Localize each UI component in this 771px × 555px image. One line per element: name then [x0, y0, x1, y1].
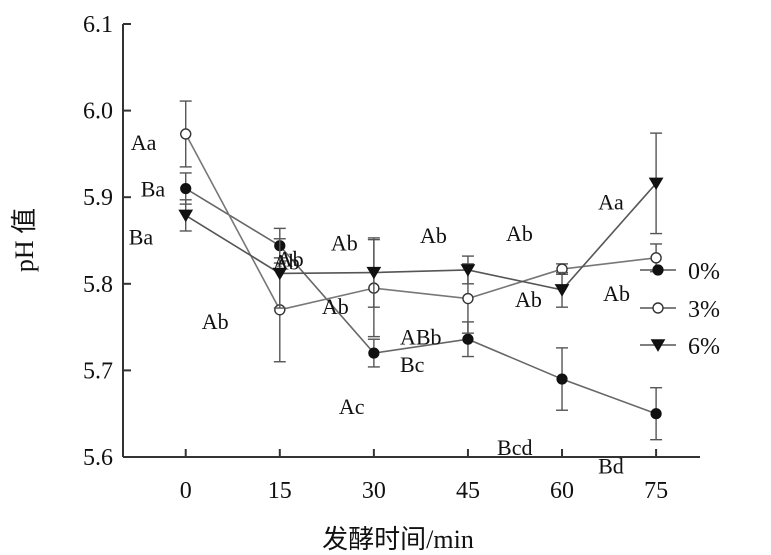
legend-label: 6%: [688, 334, 720, 360]
significance-letter: Ab: [506, 221, 533, 246]
data-point: [180, 128, 192, 140]
significance-letter: Aa: [598, 189, 624, 214]
data-point: [462, 333, 474, 345]
x-tick-label: 45: [456, 478, 480, 504]
x-tick-label: 75: [644, 478, 668, 504]
legend-label: 0%: [688, 259, 720, 285]
significance-letter: Ab: [603, 281, 630, 306]
data-point: [650, 408, 662, 420]
data-point: [556, 373, 568, 385]
y-axis-title: pH 值: [10, 208, 39, 272]
significance-letter: ABb: [400, 325, 442, 350]
x-tick-label: 30: [362, 478, 386, 504]
significance-letter: Ab: [277, 246, 304, 271]
chart-legend: 0% 3% 6%: [640, 259, 720, 360]
series-2: [178, 132, 664, 309]
data-point: [272, 267, 288, 281]
significance-letter: Ab: [202, 309, 229, 334]
y-tick-label: 5.7: [83, 358, 113, 384]
chart-series: [178, 100, 664, 441]
x-tick-label: 60: [550, 478, 574, 504]
series-0: [179, 172, 663, 441]
legend-marker: [652, 302, 664, 314]
series-line: [185, 182, 657, 291]
x-tick-label: 15: [268, 478, 292, 504]
significance-letter: Ab: [420, 223, 447, 248]
significance-letter: Bcd: [497, 435, 532, 460]
legend-marker: [652, 264, 664, 276]
series-1: [179, 100, 663, 363]
data-point: [180, 182, 192, 195]
data-point: [650, 252, 662, 264]
significance-letter: Ac: [339, 394, 365, 419]
y-tick-label: 5.9: [83, 185, 113, 211]
data-point: [462, 292, 474, 305]
chart-axes: 5.6 5.7 5.8 5.9 6.0 6.1 0 15 30 45 60 75: [83, 12, 700, 504]
y-tick-label: 6.0: [83, 99, 113, 125]
significance-letter: Bc: [400, 352, 425, 377]
series-line: [185, 187, 657, 415]
significance-letter: Ab: [322, 294, 349, 319]
data-point: [178, 209, 194, 223]
significance-letter: Ba: [129, 224, 154, 249]
x-axis-title: 发酵时间/min: [322, 525, 474, 554]
significance-letter: Bd: [598, 454, 624, 479]
x-tick-label: 0: [180, 478, 192, 504]
significance-letter: Aa: [131, 130, 157, 155]
significance-letter: Ab: [273, 250, 300, 275]
y-tick-label: 5.6: [83, 445, 113, 471]
data-point: [460, 264, 476, 277]
data-point: [648, 177, 664, 191]
data-point: [368, 347, 380, 359]
legend-marker: [650, 339, 666, 352]
legend-label: 3%: [688, 297, 720, 323]
y-tick-label: 5.8: [83, 272, 113, 298]
data-point: [554, 284, 570, 297]
significance-letter: Ab: [331, 231, 358, 256]
significance-letter: Ba: [141, 177, 166, 202]
significance-letter: Ab: [515, 287, 542, 312]
y-tick-label: 6.1: [83, 12, 113, 38]
series-line: [185, 133, 657, 311]
data-point: [366, 266, 382, 280]
